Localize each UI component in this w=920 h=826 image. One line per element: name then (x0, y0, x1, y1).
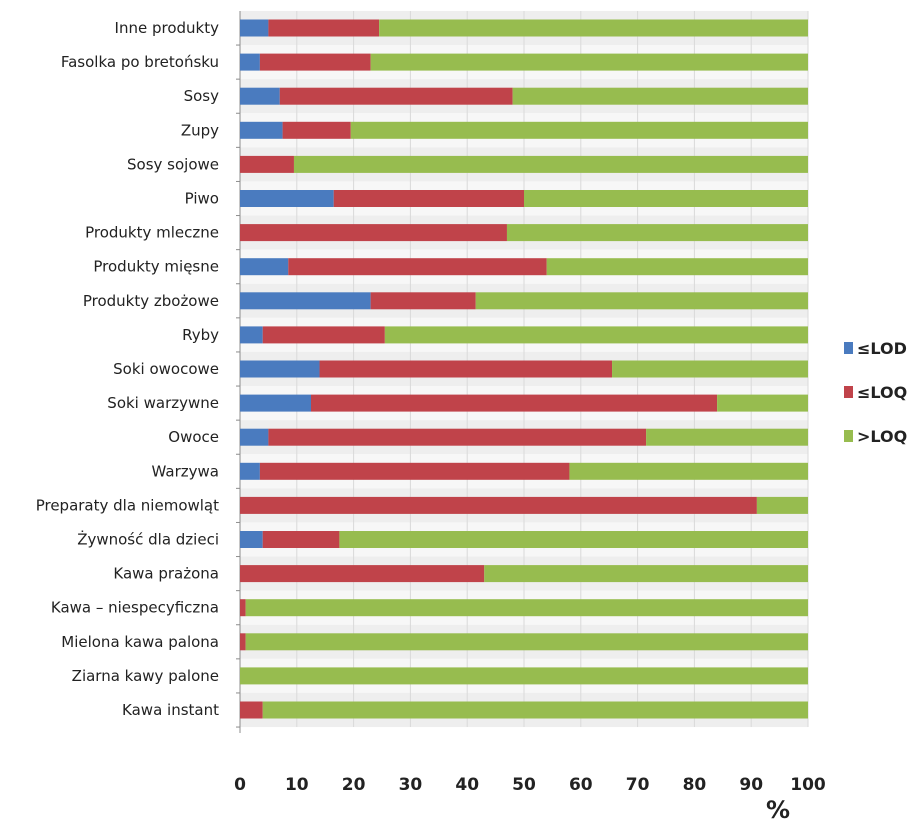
bar-segment-loq (319, 360, 613, 378)
bar-segment-lod (240, 292, 371, 310)
bar-segment-loq (240, 155, 294, 173)
bar-segment-loq (259, 53, 371, 71)
category-label: Kawa instant (122, 701, 219, 719)
bar-segment-gt-loq (546, 258, 808, 276)
category-label: Soki owocowe (113, 360, 219, 378)
bar-segment-loq (240, 633, 246, 651)
bar-segment-loq (311, 394, 718, 412)
bar-segment-gt-loq (569, 462, 808, 480)
bar-segment-loq (240, 701, 263, 719)
bar-segment-loq (262, 531, 340, 548)
x-tick-label: 80 (683, 775, 707, 795)
bar-segment-loq (279, 87, 513, 105)
bar-segment-gt-loq (245, 633, 808, 651)
bar-segment-lod (240, 360, 320, 378)
bar-segment-lod (240, 190, 334, 207)
x-tick-label: 70 (626, 775, 650, 795)
bar-segment-loq (333, 190, 524, 207)
bar-segment-lod (240, 394, 311, 412)
x-tick-label: 60 (569, 775, 593, 795)
bar-segment-loq (240, 224, 507, 242)
plot-area (236, 10, 809, 734)
bar-segment-gt-loq (339, 531, 808, 548)
bar-segment-gt-loq (506, 224, 808, 242)
bar-segment-gt-loq (293, 155, 809, 173)
legend-swatch (844, 430, 853, 442)
bar-segment-gt-loq (240, 667, 808, 685)
x-tick-label: 50 (512, 775, 536, 795)
category-label: Ryby (182, 326, 219, 344)
bar-segment-gt-loq (370, 53, 808, 71)
x-axis-ticks: 0 10 20 30 40 50 60 70 80 90 100 (234, 775, 826, 795)
bar-segment-loq (240, 599, 246, 617)
bar-segment-gt-loq (756, 496, 808, 514)
bar-segment-lod (240, 531, 263, 548)
category-label: Żywność dla dzieci (77, 530, 219, 549)
bar-segment-lod (240, 258, 289, 276)
category-label: Kawa – niespecyficzna (51, 599, 219, 617)
category-label: Mielona kawa palona (61, 633, 219, 651)
bar-segment-gt-loq (512, 87, 808, 105)
category-label: Preparaty dla niemowląt (36, 496, 219, 514)
legend-label: ≤LOD (857, 339, 907, 358)
category-label: Piwo (185, 190, 219, 208)
category-label: Sosy sojowe (127, 155, 219, 173)
bar-segment-lod (240, 87, 280, 105)
x-tick-label: 10 (285, 775, 309, 795)
bar-segment-gt-loq (379, 19, 808, 37)
bar-segment-loq (268, 428, 647, 446)
bar-segment-lod (240, 19, 269, 37)
x-tick-label: 40 (455, 775, 479, 795)
legend: ≤LOD ≤LOQ >LOQ (844, 339, 907, 446)
category-label: Ziarna kawy palone (72, 667, 219, 685)
bar-segment-loq (262, 326, 385, 344)
bar-segment-gt-loq (646, 428, 808, 446)
bar-segment-lod (240, 326, 263, 344)
category-label: Owoce (168, 428, 219, 446)
bar-segment-lod (240, 462, 260, 480)
legend-label: >LOQ (857, 427, 907, 446)
legend-swatch (844, 386, 853, 398)
bar-segment-gt-loq (484, 565, 808, 583)
category-label: Sosy (184, 87, 220, 105)
legend-label: ≤LOQ (857, 383, 907, 402)
bar-segment-lod (240, 53, 260, 71)
bar-segment-loq (370, 292, 476, 310)
bar-segment-gt-loq (475, 292, 808, 310)
bar-segment-lod (240, 428, 269, 446)
bar-segment-gt-loq (245, 599, 808, 617)
x-tick-label: 0 (234, 775, 246, 795)
bar-segment-loq (268, 19, 380, 37)
bar-segment-gt-loq (524, 190, 808, 207)
x-tick-label: 90 (739, 775, 763, 795)
bar-segment-gt-loq (262, 701, 809, 719)
category-label: Produkty mięsne (93, 258, 219, 276)
category-label: Produkty mleczne (85, 224, 219, 242)
x-tick-label: 20 (342, 775, 366, 795)
bar-segment-loq (240, 496, 757, 514)
bar-segment-gt-loq (717, 394, 808, 412)
legend-swatch (844, 342, 853, 354)
bar-segment-gt-loq (350, 121, 808, 139)
bar-segment-loq (282, 121, 351, 139)
category-label: Warzywa (152, 462, 219, 480)
x-axis-unit-label: % (766, 796, 790, 824)
category-label: Soki warzywne (107, 394, 219, 412)
category-label: Fasolka po bretońsku (61, 53, 219, 71)
category-label: Produkty zbożowe (83, 292, 219, 310)
bar-segment-lod (240, 121, 283, 139)
bar-segment-gt-loq (384, 326, 808, 344)
bar-segment-loq (288, 258, 547, 276)
category-label: Kawa prażona (113, 565, 219, 583)
x-tick-label: 100 (790, 775, 826, 795)
x-tick-label: 30 (399, 775, 423, 795)
bar-segment-loq (240, 565, 485, 583)
bar-segment-loq (259, 462, 570, 480)
category-label: Inne produkty (115, 19, 220, 37)
category-labels: Inne produkty Fasolka po bretońsku Sosy Zup… (36, 19, 219, 719)
bar-segment-gt-loq (612, 360, 808, 378)
category-label: Zupy (181, 121, 219, 139)
